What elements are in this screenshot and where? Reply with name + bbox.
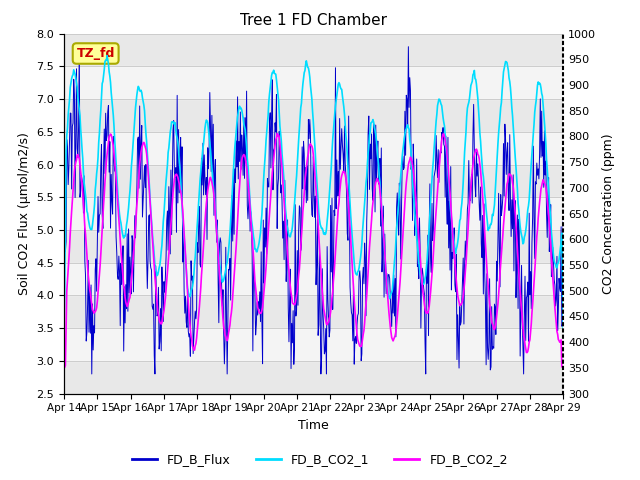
Bar (64, 263, 563, 295)
Y-axis label: Soil CO2 Flux (μmol/m2/s): Soil CO2 Flux (μmol/m2/s) (18, 132, 31, 295)
Y-axis label: CO2 Concentration (ppm): CO2 Concentration (ppm) (602, 133, 614, 294)
Title: Tree 1 FD Chamber: Tree 1 FD Chamber (240, 13, 387, 28)
X-axis label: Time: Time (298, 419, 329, 432)
Legend: FD_B_Flux, FD_B_CO2_1, FD_B_CO2_2: FD_B_Flux, FD_B_CO2_1, FD_B_CO2_2 (127, 448, 513, 471)
Bar (64, 197, 563, 230)
Text: TZ_fd: TZ_fd (77, 47, 115, 60)
Bar (64, 328, 563, 361)
Bar (64, 66, 563, 99)
Bar (64, 132, 563, 165)
